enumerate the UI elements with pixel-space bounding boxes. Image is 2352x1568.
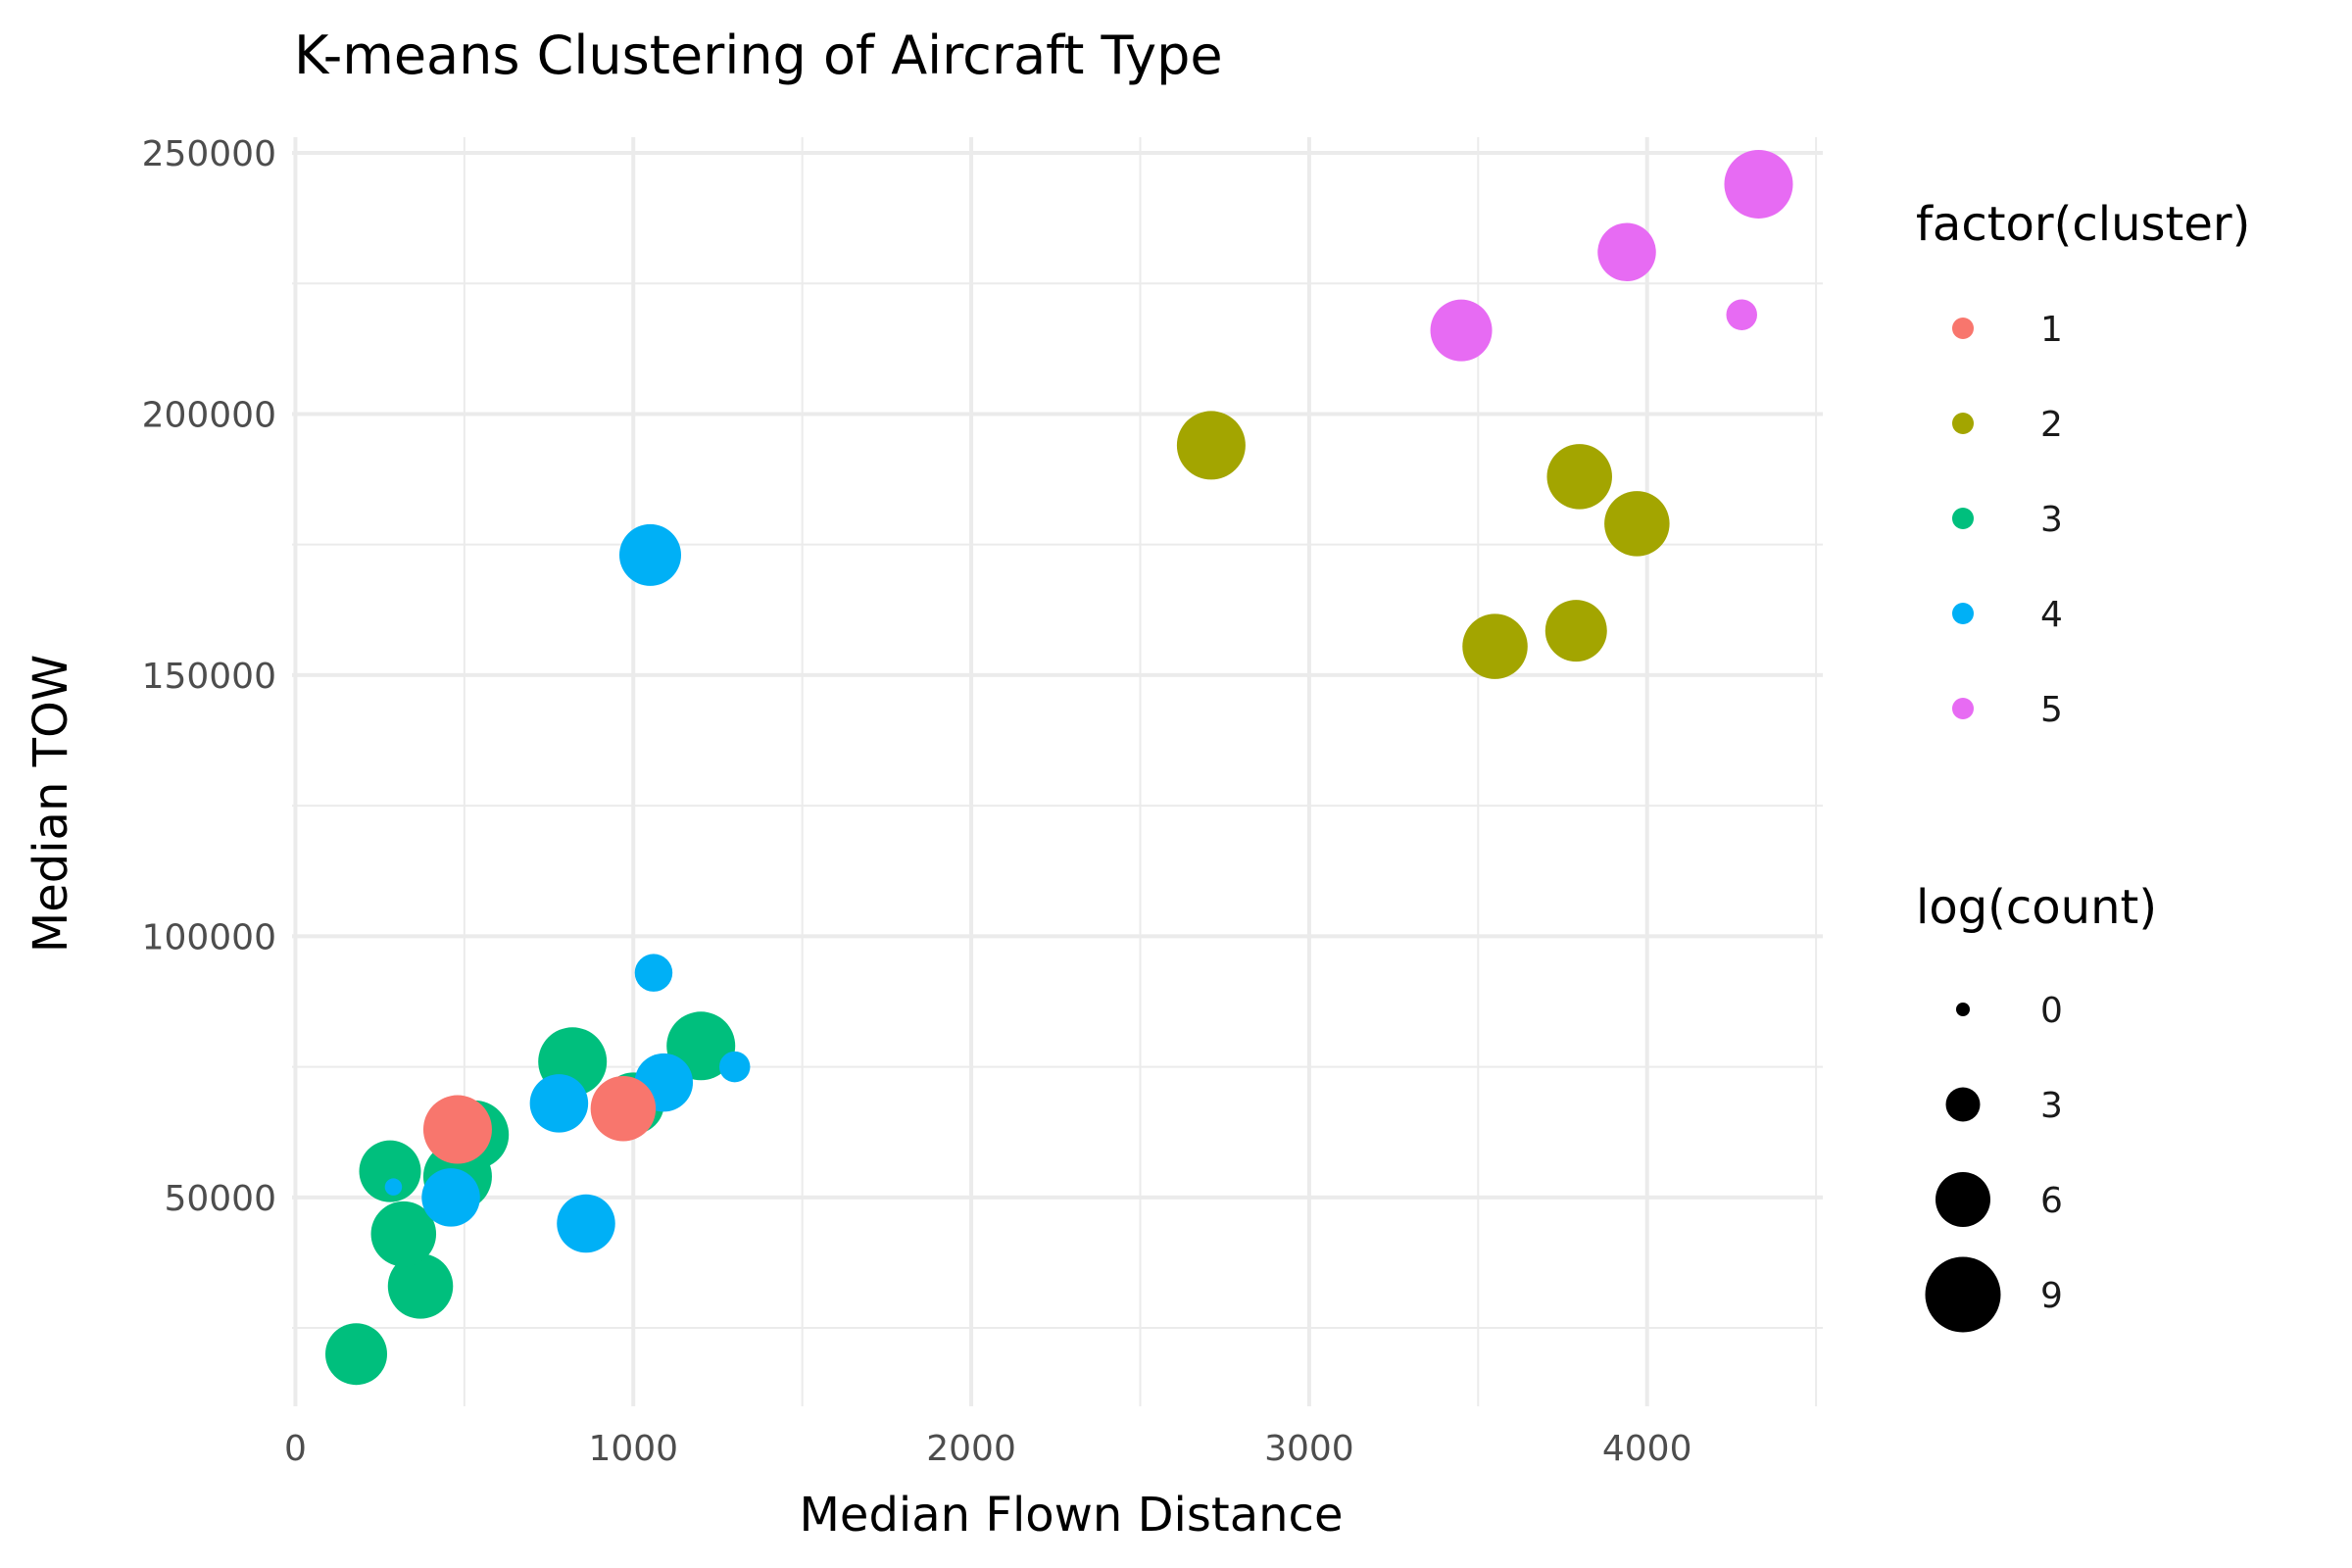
data-point-cluster-5	[1726, 299, 1757, 330]
size-legend-label: 6	[2040, 1181, 2063, 1221]
size-legend-label: 0	[2040, 991, 2063, 1031]
y-tick-label: 250000	[142, 134, 276, 174]
y-axis-ticks: 50000 100000 150000 200000 250000	[142, 134, 276, 1219]
data-point-cluster-5	[1430, 299, 1493, 362]
data-point-cluster-3	[359, 1140, 421, 1202]
x-axis-title: Median Flown Distance	[800, 1488, 1344, 1543]
x-tick-label: 4000	[1602, 1429, 1692, 1469]
size-legend-label: 9	[2040, 1276, 2063, 1316]
data-point-cluster-5	[1724, 149, 1793, 219]
data-point-cluster-4	[557, 1194, 615, 1253]
grid	[292, 137, 1823, 1406]
data-point-cluster-4	[619, 523, 682, 586]
data-point-cluster-1	[422, 1095, 492, 1164]
x-tick-label: 0	[284, 1429, 307, 1469]
data-point-cluster-4	[529, 1074, 589, 1133]
color-legend-key	[1952, 413, 1974, 434]
data-point-cluster-2	[1546, 444, 1612, 510]
y-tick-label: 200000	[142, 395, 276, 435]
size-legend-title: log(count)	[1916, 880, 2157, 935]
data-point-cluster-3	[387, 1253, 454, 1319]
color-legend-key	[1952, 603, 1974, 624]
color-legend-key	[1952, 318, 1974, 339]
data-point-cluster-1	[590, 1075, 657, 1142]
data-point-cluster-4	[718, 1051, 751, 1083]
data-point-cluster-4	[634, 954, 673, 992]
data-point-cluster-2	[1544, 600, 1607, 662]
color-legend-label: 1	[2040, 310, 2063, 350]
data-point-cluster-5	[1597, 222, 1656, 281]
data-point-cluster-3	[370, 1200, 437, 1267]
color-legend-label: 4	[2040, 595, 2063, 635]
color-legend: 1 2 3 4 5	[1952, 310, 2063, 730]
size-legend: 0 3 6 9	[1925, 991, 2063, 1333]
data-points	[325, 149, 1793, 1386]
y-tick-label: 150000	[142, 657, 276, 697]
color-legend-label: 5	[2040, 690, 2063, 730]
x-tick-label: 3000	[1264, 1429, 1354, 1469]
size-legend-key	[1956, 1003, 1970, 1016]
y-axis-title: Median TOW	[24, 655, 78, 953]
color-legend-key	[1952, 698, 1974, 719]
size-legend-key	[1936, 1172, 1990, 1227]
color-legend-title: factor(cluster)	[1916, 197, 2250, 252]
x-tick-label: 1000	[588, 1429, 678, 1469]
data-point-cluster-4	[421, 1168, 480, 1227]
size-legend-key	[1925, 1256, 2001, 1333]
data-point-cluster-4	[384, 1178, 403, 1196]
color-legend-label: 2	[2040, 405, 2063, 445]
y-tick-label: 100000	[142, 917, 276, 957]
data-point-cluster-3	[325, 1323, 388, 1386]
chart-title: K-means Clustering of Aircraft Type	[294, 24, 1223, 86]
data-point-cluster-2	[1176, 411, 1246, 480]
x-axis-ticks: 0 1000 2000 3000 4000	[284, 1429, 1692, 1469]
data-point-cluster-2	[1604, 491, 1670, 557]
x-tick-label: 2000	[926, 1429, 1016, 1469]
size-legend-key	[1945, 1087, 1981, 1122]
color-legend-key	[1952, 508, 1974, 529]
size-legend-label: 3	[2040, 1086, 2063, 1126]
y-tick-label: 50000	[164, 1179, 276, 1219]
data-point-cluster-2	[1462, 613, 1528, 679]
color-legend-label: 3	[2040, 500, 2063, 540]
